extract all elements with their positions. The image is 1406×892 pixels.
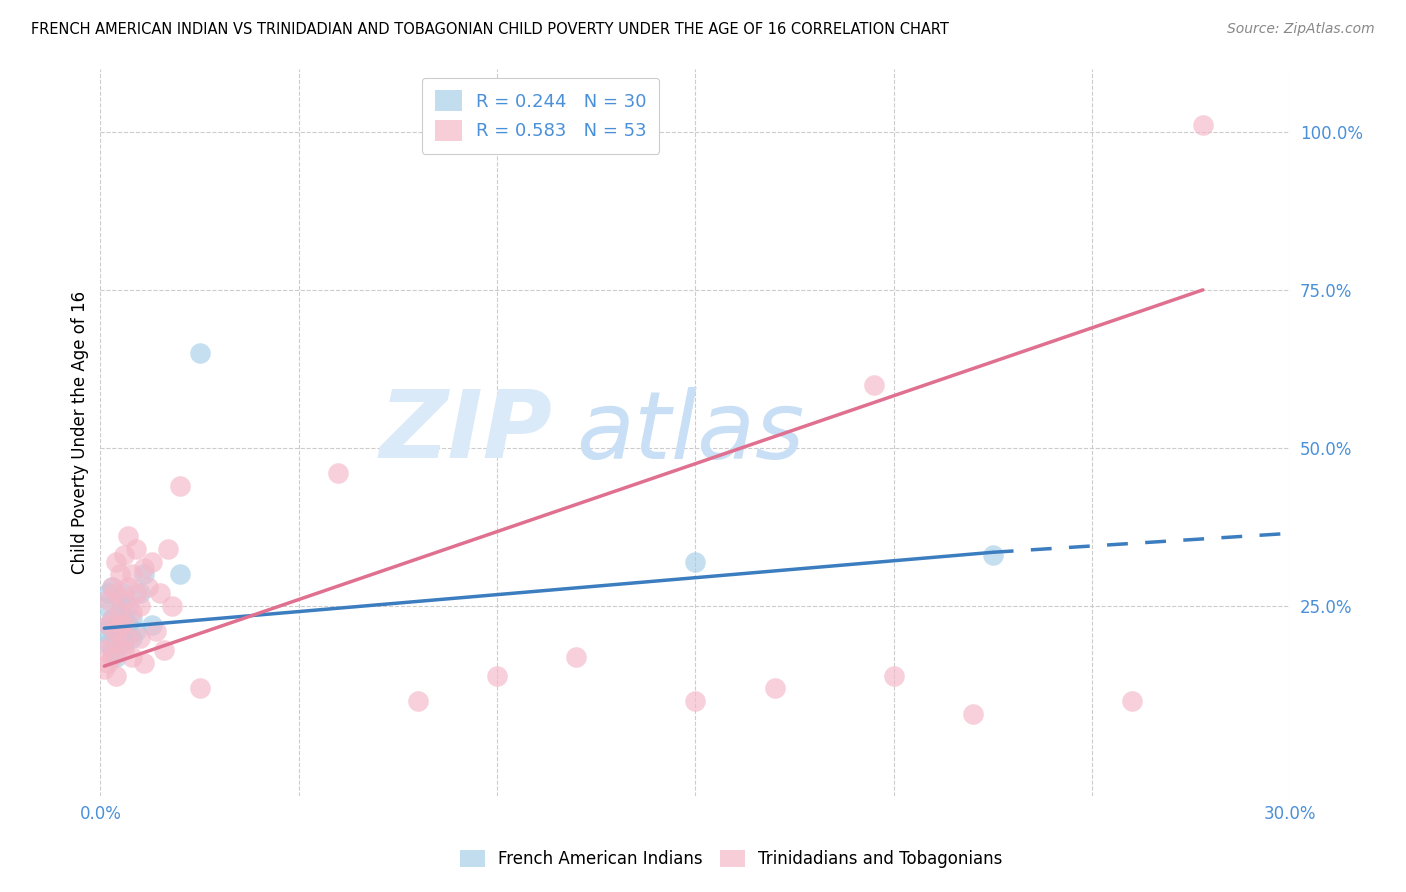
Point [93, 624, 115, 639]
Point [981, 549, 1004, 563]
Point [117, 529, 139, 543]
Point [328, 467, 350, 481]
Point [105, 555, 128, 569]
Text: atlas: atlas [576, 386, 804, 477]
Legend: French American Indians, Trinidadians and Tobagonians: French American Indians, Trinidadians an… [453, 843, 1010, 875]
Point [112, 612, 135, 626]
Point [112, 637, 135, 651]
Point [108, 592, 131, 607]
Point [141, 555, 163, 569]
Point [108, 618, 131, 632]
Point [101, 580, 124, 594]
Point [105, 586, 128, 600]
Point [105, 668, 128, 682]
Point [108, 606, 131, 620]
Point [188, 346, 211, 360]
Point [93, 643, 115, 657]
Point [121, 612, 143, 626]
Point [93, 599, 115, 613]
Point [883, 668, 905, 682]
Point [153, 643, 176, 657]
Point [862, 377, 884, 392]
Point [105, 624, 128, 639]
Point [121, 649, 143, 664]
Point [117, 580, 139, 594]
Point [136, 580, 159, 594]
Point [169, 567, 191, 582]
Point [105, 649, 128, 664]
Point [117, 618, 139, 632]
Point [108, 624, 131, 639]
Point [97, 656, 120, 670]
Point [962, 706, 984, 721]
Point [117, 599, 139, 613]
Point [108, 637, 131, 651]
Point [129, 599, 152, 613]
Point [132, 656, 155, 670]
Point [108, 631, 131, 645]
Point [145, 624, 167, 639]
Point [101, 612, 124, 626]
Point [156, 542, 179, 557]
Point [149, 586, 172, 600]
Point [117, 631, 139, 645]
Text: Source: ZipAtlas.com: Source: ZipAtlas.com [1227, 22, 1375, 37]
Point [125, 624, 148, 639]
Point [97, 592, 120, 607]
Point [160, 599, 183, 613]
Point [485, 668, 508, 682]
Point [105, 618, 128, 632]
Point [108, 567, 131, 582]
Point [188, 681, 211, 696]
Point [683, 555, 706, 569]
Point [121, 606, 143, 620]
Point [97, 618, 120, 632]
Point [112, 592, 135, 607]
Point [101, 580, 124, 594]
Point [132, 561, 155, 575]
Point [125, 586, 148, 600]
Point [125, 542, 148, 557]
Point [121, 631, 143, 645]
Point [112, 586, 135, 600]
Point [169, 479, 191, 493]
Y-axis label: Child Poverty Under the Age of 16: Child Poverty Under the Age of 16 [72, 291, 89, 574]
Point [108, 606, 131, 620]
Point [112, 549, 135, 563]
Point [1192, 119, 1215, 133]
Point [112, 618, 135, 632]
Point [406, 694, 429, 708]
Point [683, 694, 706, 708]
Point [101, 643, 124, 657]
Point [565, 649, 588, 664]
Point [129, 631, 152, 645]
Point [112, 643, 135, 657]
Point [763, 681, 786, 696]
Point [132, 567, 155, 582]
Point [141, 618, 163, 632]
Point [105, 631, 128, 645]
Point [93, 662, 115, 676]
Point [101, 637, 124, 651]
Point [101, 612, 124, 626]
Point [101, 649, 124, 664]
Point [97, 586, 120, 600]
Point [121, 567, 143, 582]
Text: FRENCH AMERICAN INDIAN VS TRINIDADIAN AND TOBAGONIAN CHILD POVERTY UNDER THE AGE: FRENCH AMERICAN INDIAN VS TRINIDADIAN AN… [31, 22, 949, 37]
Point [1121, 694, 1143, 708]
Point [97, 618, 120, 632]
Text: ZIP: ZIP [380, 386, 553, 478]
Legend: R = 0.244   N = 30, R = 0.583   N = 53: R = 0.244 N = 30, R = 0.583 N = 53 [422, 78, 659, 153]
Point [97, 637, 120, 651]
Point [129, 586, 152, 600]
